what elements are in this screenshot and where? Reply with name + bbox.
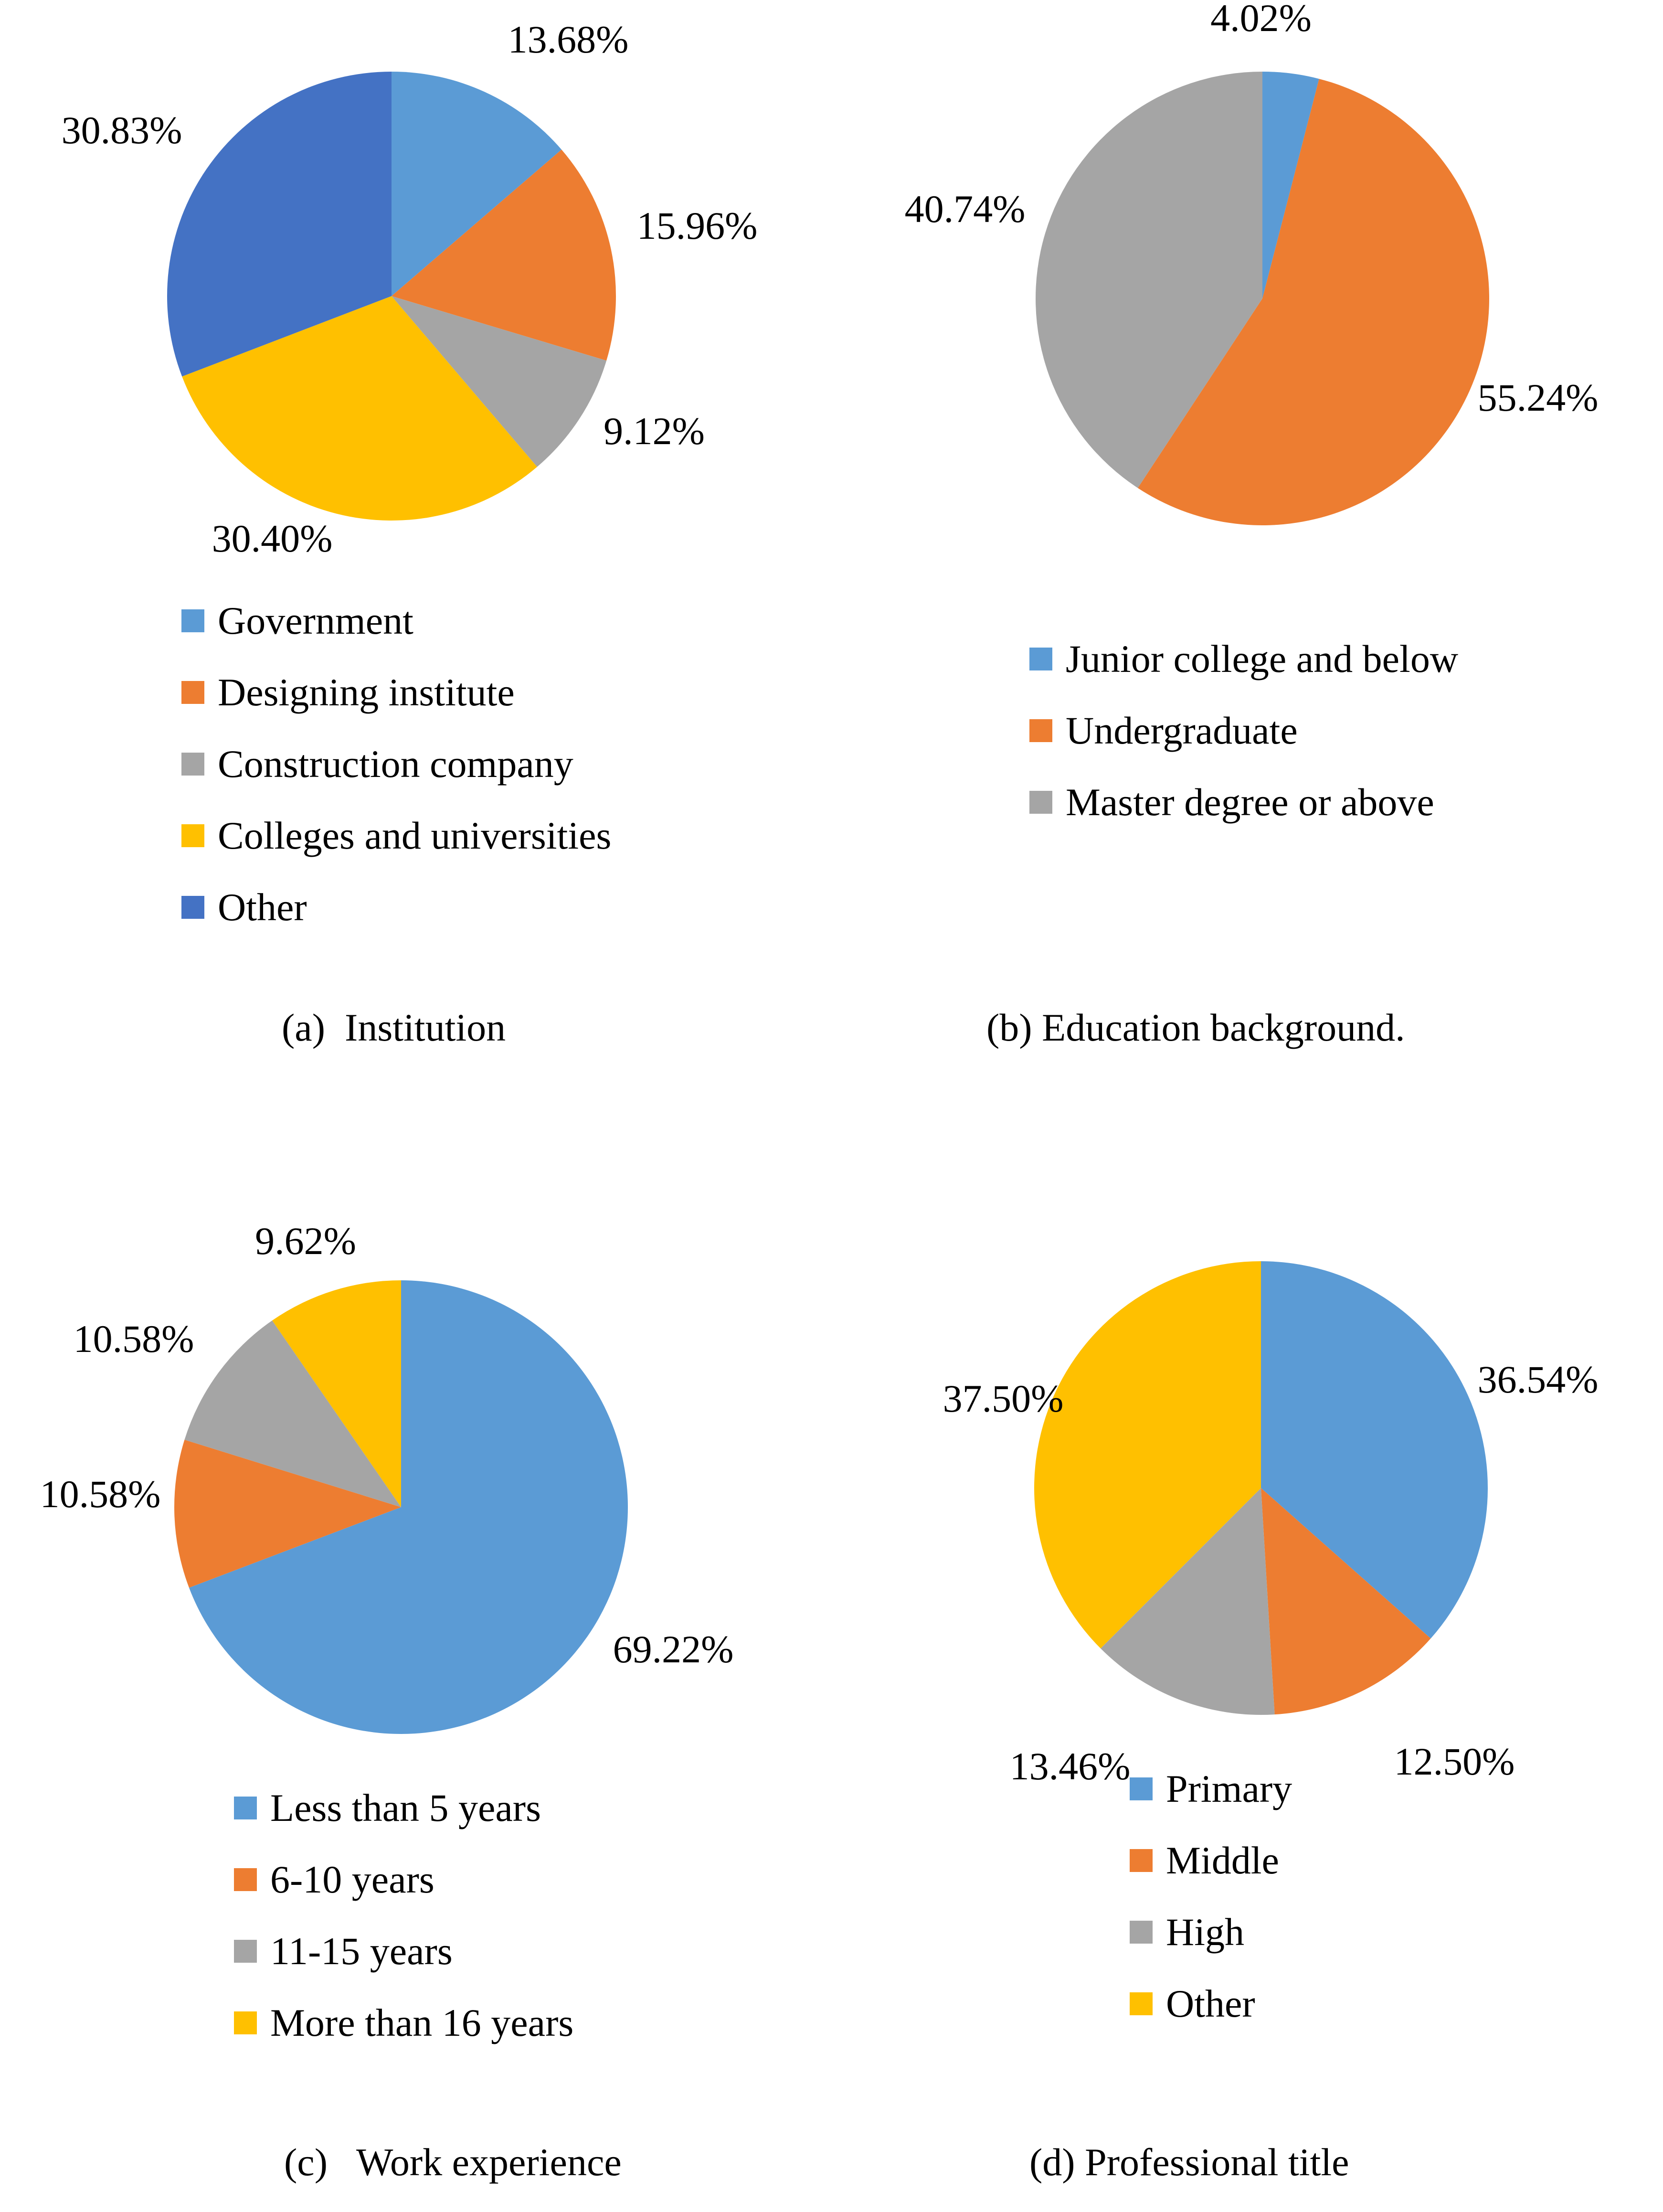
pie-slice-less-than-5-years — [189, 1280, 628, 1734]
caption-education: (b) Education background. — [986, 1006, 1405, 1049]
data-label-6-10-years: 10.58% — [40, 1472, 161, 1516]
legend-swatch — [1130, 1921, 1153, 1944]
legend-label: Junior college and below — [1066, 637, 1459, 681]
legend-label: Other — [1166, 1982, 1255, 2025]
legend-item-designing-institute: Designing institute — [181, 657, 611, 728]
pie-slice-undergraduate — [1137, 79, 1490, 526]
legend-label: Middle — [1166, 1839, 1279, 1882]
legend-label: 6-10 years — [270, 1858, 434, 1901]
data-label-designing-institute: 15.96% — [637, 204, 758, 247]
data-label-11-15-years: 10.58% — [74, 1317, 194, 1361]
legend-swatch — [181, 609, 204, 632]
pie-chart-professional-title: 36.54% 12.50% 13.46% 37.50% — [943, 1261, 1599, 1788]
legend-item-government: Government — [181, 585, 611, 657]
pie-slice-other — [167, 72, 392, 377]
data-label-middle: 12.50% — [1394, 1740, 1515, 1783]
legend-label: Undergraduate — [1066, 709, 1298, 752]
data-label-government: 13.68% — [508, 18, 629, 61]
pie-slice-designing-institute — [392, 149, 616, 361]
legend-label: Designing institute — [218, 670, 515, 714]
legend-swatch — [1029, 648, 1052, 670]
pie-slice-junior-college-and-below — [1262, 72, 1319, 298]
legend-swatch — [1130, 1777, 1153, 1800]
pie-slice-colleges-and-universities — [182, 296, 537, 521]
legend-item-11-15-years: 11-15 years — [234, 1915, 573, 1987]
legend-label: Government — [218, 599, 413, 642]
legend-item-6-10-years: 6-10 years — [234, 1844, 573, 1915]
legend-swatch — [1029, 791, 1052, 814]
pie-chart-education: 4.02% 55.24% 40.74% — [905, 0, 1599, 526]
legend-label: Construction company — [218, 742, 573, 786]
pie-slice-11-15-years — [184, 1320, 401, 1507]
legend-work-experience: Less than 5 years 6-10 years 11-15 years Mo… — [234, 1772, 573, 2059]
caption-institution: (a) Institution — [282, 1006, 506, 1049]
data-label-undergraduate: 55.24% — [1478, 376, 1599, 419]
legend-item-junior-college-and-below: Junior college and below — [1029, 623, 1458, 695]
legend-item-middle: Middle — [1130, 1825, 1292, 1896]
data-label-more-than-16-years: 9.62% — [255, 1219, 356, 1263]
legend-swatch — [234, 2011, 257, 2034]
pie-slice-master-degree-or-above — [1036, 72, 1262, 488]
legend-label: Primary — [1166, 1767, 1292, 1810]
pie-slice-high — [1101, 1488, 1275, 1715]
data-label-construction-company: 9.12% — [604, 409, 705, 453]
legend-item-more-than-16-years: More than 16 years — [234, 1987, 573, 2059]
pie-slice-more-than-16-years — [272, 1280, 401, 1507]
chart-panel-institution: 13.68% 15.96% 9.12% 30.40% 30.83% Government… — [0, 0, 831, 1106]
legend-item-other: Other — [181, 872, 611, 943]
legend-item-colleges-and-universities: Colleges and universities — [181, 800, 611, 872]
chart-panel-education: 4.02% 55.24% 40.74% Junior college and bel… — [831, 0, 1663, 1106]
legend-institution: Government Designing institute Constructio… — [181, 585, 611, 943]
pie-slice-middle — [1261, 1488, 1431, 1715]
legend-swatch — [234, 1797, 257, 1819]
data-label-primary: 36.54% — [1478, 1358, 1599, 1401]
pie-slice-construction-company — [392, 296, 607, 467]
legend-label: More than 16 years — [270, 2001, 574, 2044]
legend-item-primary: Primary — [1130, 1753, 1292, 1825]
chart-panel-work-experience: 69.22% 10.58% 10.58% 9.62% Less than 5 year… — [0, 1106, 831, 2212]
legend-swatch — [181, 681, 204, 704]
data-label-colleges-and-universities: 30.40% — [212, 517, 333, 560]
pie-slice-6-10-years — [174, 1439, 401, 1588]
legend-label: Master degree or above — [1066, 780, 1434, 824]
caption-professional-title: (d) Professional title — [1029, 2140, 1349, 2184]
pie-chart-institution: 13.68% 15.96% 9.12% 30.40% 30.83% — [62, 18, 758, 560]
legend-item-other: Other — [1130, 1968, 1292, 2040]
legend-swatch — [1029, 719, 1052, 742]
legend-item-master-degree-or-above: Master degree or above — [1029, 766, 1458, 838]
legend-swatch — [1130, 1849, 1153, 1872]
data-label-other: 37.50% — [943, 1377, 1064, 1420]
legend-label: Less than 5 years — [270, 1786, 541, 1829]
pie-chart-work-experience: 69.22% 10.58% 10.58% 9.62% — [40, 1219, 734, 1734]
legend-swatch — [1130, 1992, 1153, 2015]
data-label-less-than-5-years: 69.22% — [613, 1627, 734, 1671]
legend-item-less-than-5-years: Less than 5 years — [234, 1772, 573, 1844]
data-label-high: 13.46% — [1010, 1744, 1131, 1788]
legend-swatch — [181, 824, 204, 847]
legend-swatch — [234, 1868, 257, 1891]
pie-slice-government — [392, 72, 562, 296]
legend-education: Junior college and below Undergraduate Mas… — [1029, 623, 1458, 838]
pie-slice-primary — [1261, 1261, 1488, 1639]
legend-swatch — [181, 753, 204, 776]
legend-item-undergraduate: Undergraduate — [1029, 695, 1458, 766]
legend-item-construction-company: Construction company — [181, 728, 611, 800]
legend-label: High — [1166, 1910, 1244, 1954]
caption-work-experience: (c) Work experience — [284, 2140, 622, 2184]
data-label-other: 30.83% — [62, 108, 182, 152]
chart-panel-professional-title: 36.54% 12.50% 13.46% 37.50% Primary Middle Hi… — [831, 1106, 1663, 2212]
data-label-master-degree-or-above: 40.74% — [905, 187, 1026, 231]
legend-swatch — [234, 1940, 257, 1963]
legend-swatch — [181, 896, 204, 919]
legend-professional-title: Primary Middle High Other — [1130, 1753, 1292, 2040]
legend-item-high: High — [1130, 1896, 1292, 1968]
legend-label: 11-15 years — [270, 1929, 453, 1973]
pie-slice-other — [1034, 1261, 1261, 1648]
legend-label: Other — [218, 885, 307, 929]
legend-label: Colleges and universities — [218, 814, 612, 857]
data-label-junior-college-and-below: 4.02% — [1210, 0, 1312, 40]
